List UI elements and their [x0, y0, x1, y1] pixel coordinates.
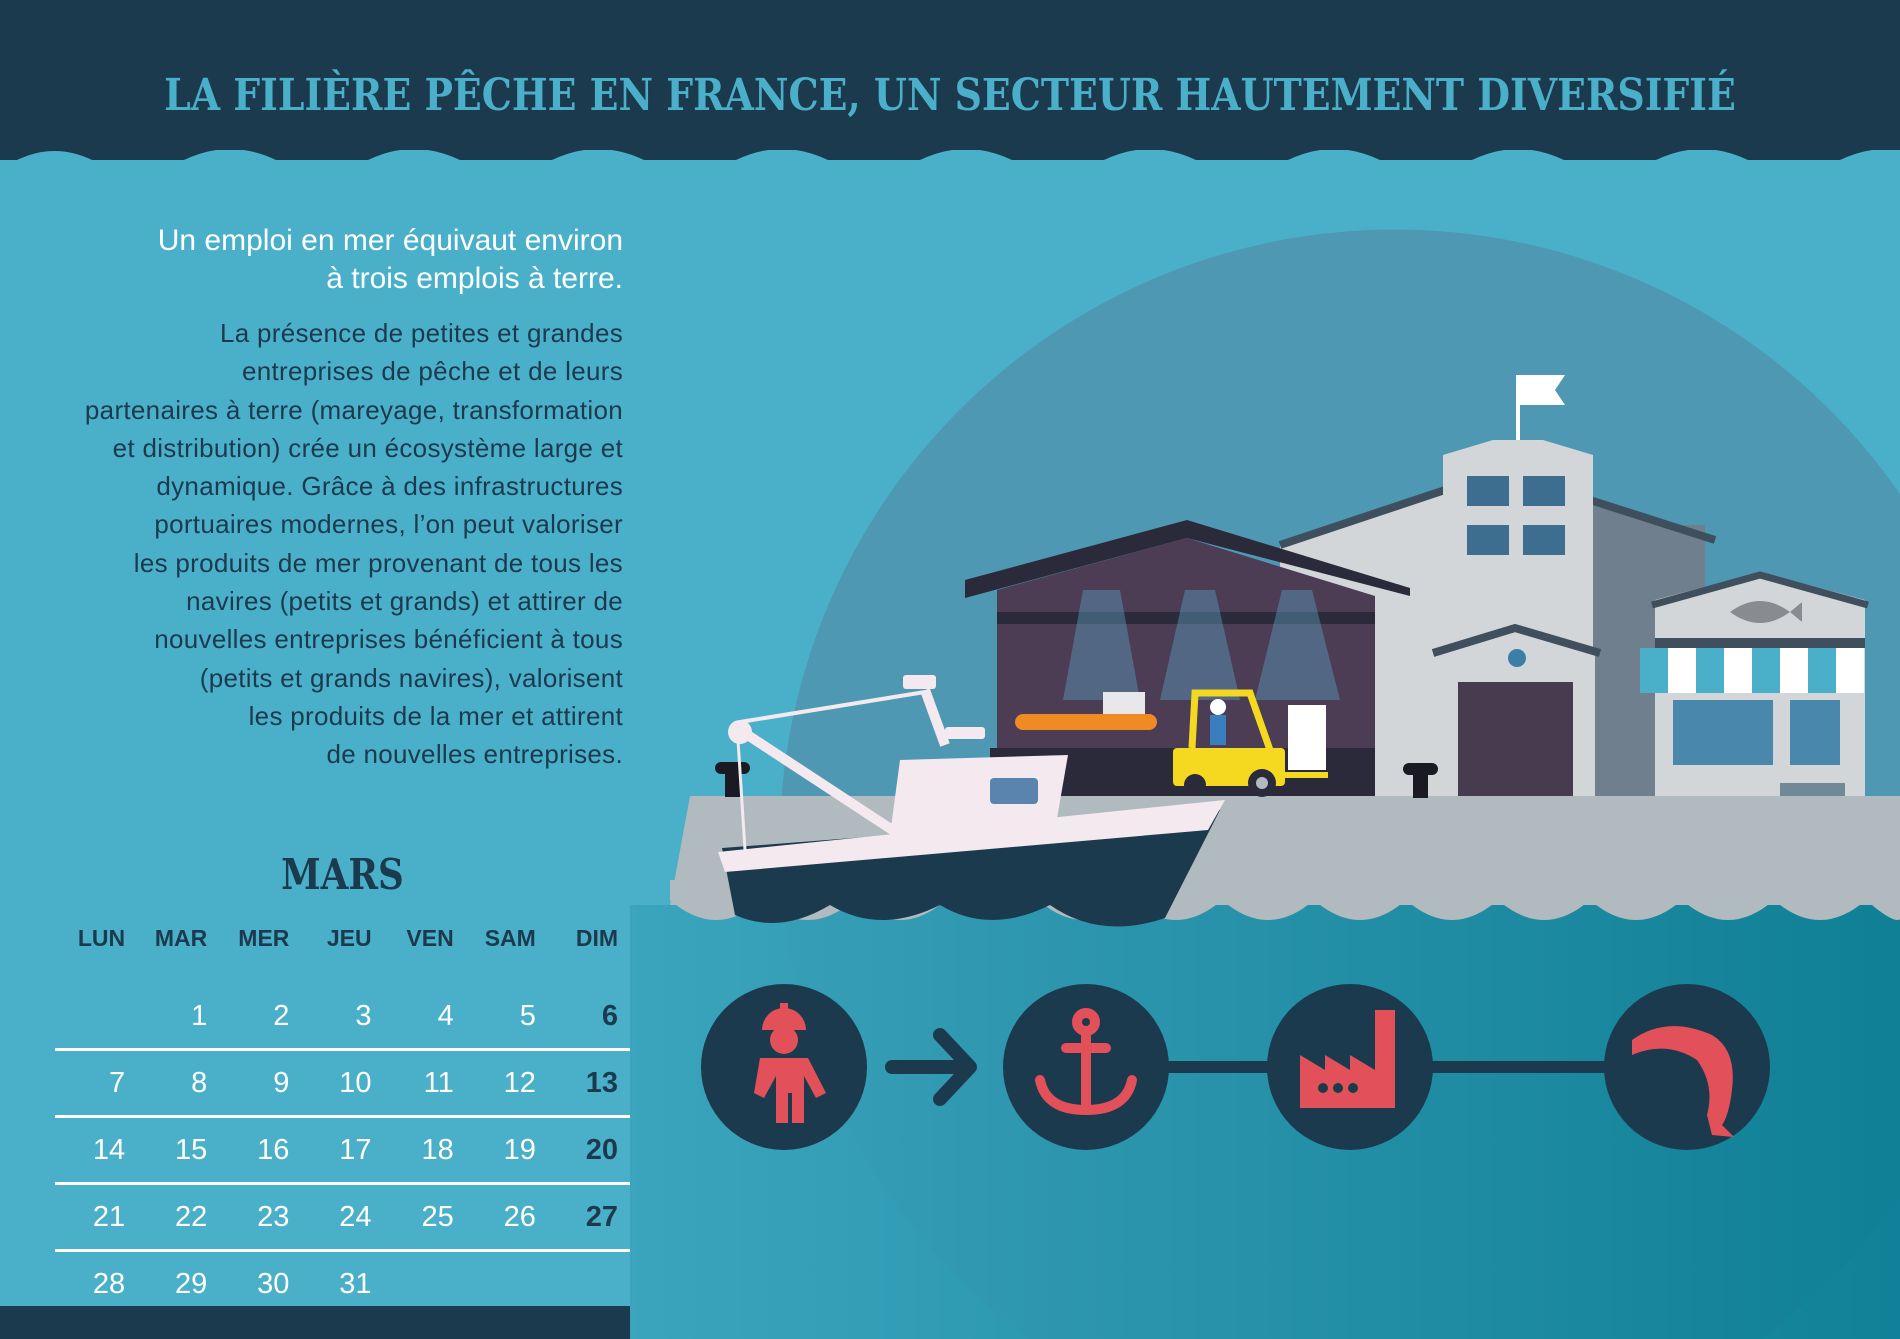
intro-body: La présence de petites et grandes entrepr… — [60, 314, 623, 774]
calendar-day: 23 — [257, 1200, 290, 1233]
bollard — [715, 762, 750, 774]
calendar-day: 13 — [585, 1066, 618, 1099]
calendar-day: 20 — [585, 1133, 618, 1166]
anchor-icon — [1035, 1008, 1137, 1116]
conveyor-belt — [1015, 714, 1157, 730]
weekday-label: VEN — [406, 925, 454, 951]
calendar-weekdays: LUN MAR MER JEU VEN SAM DIM — [55, 920, 630, 956]
calendar-day: 19 — [503, 1133, 536, 1166]
calendar-day: 1 — [191, 999, 208, 1032]
calendar-month: MARS — [281, 850, 404, 899]
flag-icon — [1520, 375, 1565, 405]
calendar-day: 8 — [191, 1066, 208, 1099]
calendar-day: 21 — [92, 1200, 126, 1233]
calendar-week: 1 2 3 4 5 6 — [55, 984, 630, 1051]
calendar-day: 4 — [437, 999, 454, 1032]
bollard — [1403, 763, 1438, 775]
body-line: de nouvelles entreprises. — [326, 739, 623, 770]
lead-line: Un emploi en mer équivaut environ — [157, 224, 623, 257]
body-line: entreprises de pêche et de leurs — [241, 356, 623, 387]
calendar-day: 26 — [503, 1200, 536, 1233]
weekday-label: DIM — [575, 925, 618, 951]
calendar-day: 24 — [339, 1200, 372, 1233]
calendar-day: 14 — [92, 1133, 126, 1166]
body-line: (petits et grands navires), valorisent — [199, 662, 623, 693]
calendar-day: 29 — [175, 1267, 208, 1300]
footer-bar — [0, 1306, 630, 1339]
body-line: les produits de mer provenant de tous le… — [133, 547, 623, 578]
forklift — [1173, 689, 1328, 797]
weekday-label: JEU — [326, 925, 372, 951]
header-band — [0, 0, 1900, 160]
calendar-week: 21 22 23 24 25 26 27 — [55, 1185, 630, 1252]
calendar-day: 11 — [423, 1066, 454, 1099]
calendar-day: 6 — [601, 999, 618, 1032]
fish-market-hall — [965, 520, 1410, 796]
calendar-day: 25 — [421, 1200, 454, 1233]
calendar-grid: 1 2 3 4 5 6 7 8 9 10 11 12 13 14 15 16 17 18 19 20 21 22 23 24 2… — [55, 984, 630, 1316]
value-chain — [701, 984, 1770, 1150]
fisherman-icon — [754, 1003, 826, 1123]
calendar-day: 17 — [339, 1133, 372, 1166]
calendar-day: 9 — [273, 1066, 290, 1099]
factory-icon — [1300, 1010, 1395, 1108]
calendar-day: 3 — [355, 999, 372, 1032]
fish-sign-icon — [1730, 601, 1802, 623]
calendar-day: 16 — [257, 1133, 290, 1166]
body-line: partenaires à terre (mareyage, transform… — [84, 394, 623, 425]
calendar-day: 5 — [519, 999, 536, 1032]
calendar-day: 12 — [503, 1066, 536, 1099]
body-line: les produits de la mer et attirent — [248, 700, 623, 731]
fishing-boat — [718, 675, 1225, 927]
calendar-day: 2 — [273, 999, 290, 1032]
calendar-day: 27 — [585, 1200, 618, 1233]
body-line: et distribution) crée un écosystème larg… — [112, 432, 623, 463]
intro-lead: Un emploi en mer équivaut environ à troi… — [60, 222, 623, 298]
weekday-label: SAM — [484, 925, 536, 951]
calendar-week: 28 29 30 31 — [55, 1252, 630, 1316]
water — [630, 905, 1900, 1339]
body-line: portuaires modernes, l’on peut valoriser — [154, 509, 623, 540]
calendar-day: 31 — [339, 1267, 372, 1300]
wave-divider — [0, 150, 1900, 190]
calendar-day: 7 — [109, 1066, 126, 1099]
body-line: dynamique. Grâce à des infrastructures — [156, 471, 623, 502]
fish-icon — [1632, 1026, 1734, 1137]
calendar-day: 18 — [421, 1133, 454, 1166]
intro-text: Un emploi en mer équivaut environ à troi… — [60, 222, 623, 774]
body-line: La présence de petites et grandes — [219, 318, 623, 348]
weekday-label: LUN — [77, 925, 126, 951]
weekday-label: MAR — [154, 925, 208, 951]
calendar-day: 22 — [175, 1200, 208, 1233]
calendar-day: 28 — [92, 1267, 126, 1300]
calendar: LUN MAR MER JEU VEN SAM DIM 1 2 3 4 5 6 7 8 9 10 11 12 13 1… — [55, 920, 630, 1316]
fish-shop — [1640, 571, 1869, 796]
calendar-day: 10 — [339, 1066, 372, 1099]
body-line: navires (petits et grands) et attirer de — [186, 586, 623, 617]
calendar-day: 15 — [175, 1133, 208, 1166]
weekday-label: MER — [238, 925, 290, 951]
body-line: nouvelles entreprises bénéficient à tous — [154, 624, 623, 655]
shop-awning — [1640, 648, 1864, 693]
calendar-week: 7 8 9 10 11 12 13 — [55, 1051, 630, 1118]
port-illustration — [630, 229, 1900, 1339]
calendar-day: 30 — [257, 1267, 290, 1300]
page-title: LA FILIÈRE PÊCHE EN FRANCE, UN SECTEUR H… — [164, 70, 1736, 121]
lead-line: à trois emplois à terre. — [326, 262, 623, 295]
calendar-week: 14 15 16 17 18 19 20 — [55, 1118, 630, 1185]
